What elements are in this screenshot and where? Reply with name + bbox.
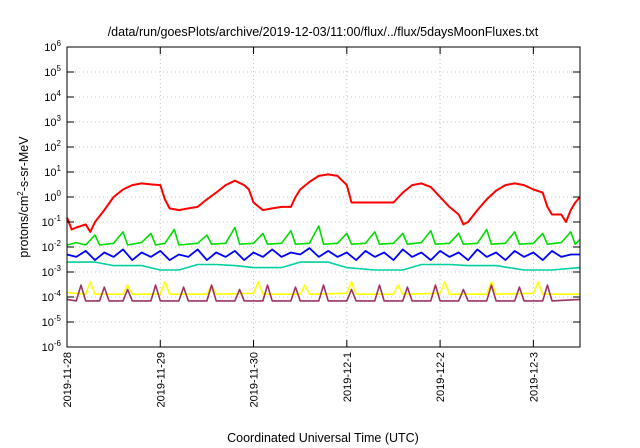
y-tick-label-base: 10: [42, 242, 54, 254]
y-tick-label: 10-6: [42, 339, 62, 354]
y-tick-label: 10-3: [42, 264, 62, 279]
y-tick-label: 102: [44, 139, 61, 154]
y-tick-label: 105: [44, 64, 61, 79]
x-tick-label: 2019-11-29: [155, 352, 167, 407]
series-layer: [66, 173, 581, 302]
chart-title: /data/run/goesPlots/archive/2019-12-03/1…: [108, 25, 539, 39]
y-tick-label: 10-2: [42, 239, 62, 254]
y-tick-label-exponent: -1: [54, 214, 62, 223]
y-tick-label-base: 10: [42, 267, 54, 279]
y-tick-label-base: 10: [44, 142, 56, 154]
y-tick-label-base: 10: [42, 217, 54, 229]
series-line: [66, 284, 581, 302]
y-tick-label-exponent: -5: [54, 314, 62, 323]
y-tick-label: 106: [44, 39, 61, 54]
y-tick-label-exponent: 6: [57, 39, 62, 48]
y-tick-label-exponent: 2: [57, 139, 62, 148]
y-tick-label: 104: [44, 89, 61, 104]
y-tick-label-exponent: 0: [57, 189, 62, 198]
y-tick-label-exponent: 3: [57, 114, 62, 123]
x-tick-label: 2019-12-1: [342, 352, 354, 402]
y-tick-label-base: 10: [44, 117, 56, 129]
y-tick-label-exponent: -2: [54, 239, 62, 248]
y-tick-label-base: 10: [44, 92, 56, 104]
y-axis-label-prefix: protons/cm: [17, 196, 31, 258]
y-tick-label: 100: [44, 189, 61, 204]
y-axis-label-suffix: -s-sr-MeV: [17, 136, 31, 192]
series-line: [66, 173, 581, 233]
y-tick-label: 103: [44, 114, 61, 129]
y-tick-label-exponent: 1: [57, 164, 62, 173]
x-tick-label: 2019-11-30: [249, 352, 261, 407]
y-tick-label-exponent: -6: [54, 339, 62, 348]
y-tick-label-base: 10: [44, 67, 56, 79]
grid: [67, 47, 580, 347]
y-tick-label-exponent: 4: [57, 89, 62, 98]
y-tick-label-exponent: -3: [54, 264, 62, 273]
x-axis-label: Coordinated Universal Time (UTC): [227, 431, 419, 445]
y-tick-label-base: 10: [44, 42, 56, 54]
x-tick-label: 2019-11-28: [62, 352, 74, 407]
y-tick-label-base: 10: [44, 167, 56, 179]
y-tick-label-base: 10: [42, 292, 54, 304]
y-tick-label-exponent: -4: [54, 289, 62, 298]
y-axis-label-superscript: 2: [16, 191, 25, 196]
y-tick-label-base: 10: [44, 192, 56, 204]
y-tick-label: 10-4: [42, 289, 62, 304]
y-tick-label: 10-5: [42, 314, 62, 329]
series-line: [67, 261, 581, 271]
y-tick-label: 10-1: [42, 214, 62, 229]
y-tick-label-exponent: 5: [57, 64, 62, 73]
series-line: [66, 225, 581, 246]
x-tick-label: 2019-12-3: [528, 352, 540, 402]
y-tick-label: 101: [44, 164, 61, 179]
y-axis-ticks: 10610510410310210110010-110-210-310-410-…: [42, 39, 580, 354]
x-axis-ticks: 2019-11-28 2019-11-29 2019-11-30 2019-12-1 2…: [62, 47, 540, 407]
series-line: [66, 281, 580, 296]
y-tick-label-base: 10: [42, 317, 54, 329]
y-axis-label: protons/cm2-s-sr-MeV: [16, 136, 31, 258]
y-tick-label-base: 10: [42, 342, 54, 354]
series-line: [66, 247, 580, 262]
x-tick-label: 2019-12-2: [435, 352, 447, 402]
